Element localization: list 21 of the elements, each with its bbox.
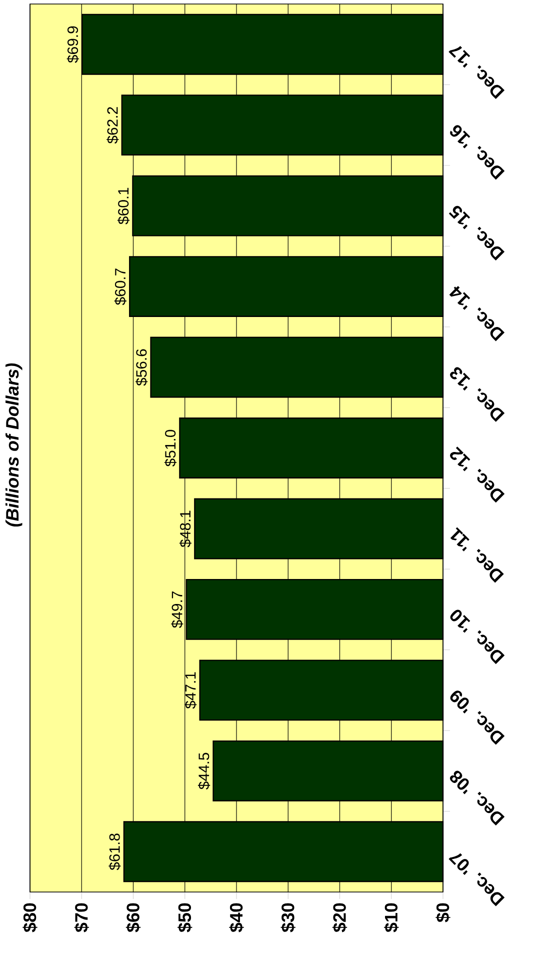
x-tick-label: $80 (22, 903, 38, 932)
data-label: $60.7 (114, 268, 126, 306)
x-tick-label: $20 (332, 903, 348, 932)
x-tick-label: $30 (280, 903, 296, 932)
data-label: $48.1 (179, 510, 192, 548)
data-label: $60.1 (117, 188, 130, 224)
x-tick-label: $60 (126, 903, 141, 932)
data-label: $56.6 (136, 349, 148, 386)
data-label: $47.1 (184, 672, 197, 709)
data-label: $62.2 (106, 107, 119, 144)
x-tick-label: $10 (384, 903, 399, 932)
data-label: $44.5 (198, 752, 210, 790)
x-tick-label: $50 (178, 903, 192, 932)
x-tick-label: $0 (436, 903, 450, 922)
text: (Billions of Dollars) (6, 363, 22, 527)
x-tick-label: $70 (74, 903, 89, 932)
data-label: $49.7 (171, 592, 184, 628)
data-label: $51.0 (164, 430, 177, 467)
data-label: $61.8 (108, 834, 121, 870)
data-label: $69.9 (66, 26, 79, 63)
x-tick-label: $40 (229, 903, 244, 932)
